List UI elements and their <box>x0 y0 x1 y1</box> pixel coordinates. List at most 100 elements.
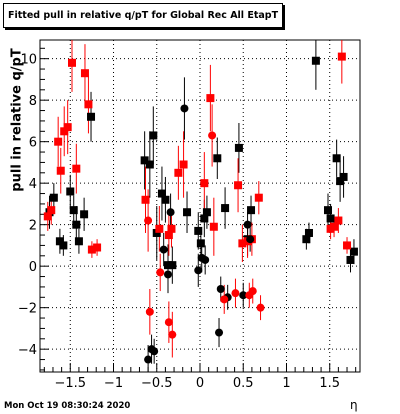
data-point <box>254 193 263 202</box>
data-point <box>87 245 96 254</box>
data-point <box>72 220 81 229</box>
x-axis-label: η <box>350 398 358 412</box>
x-tick-label: 1 <box>282 376 290 391</box>
data-point <box>84 100 93 109</box>
data-point <box>234 143 243 152</box>
data-point <box>194 266 203 275</box>
data-point <box>166 208 175 217</box>
data-point <box>80 69 89 78</box>
data-point <box>60 127 69 136</box>
data-point <box>196 239 205 248</box>
grid <box>40 40 360 372</box>
data-point <box>220 295 229 304</box>
data-point <box>144 355 153 364</box>
data-point <box>167 224 176 233</box>
y-axis-label: pull in relative q/pT <box>9 48 25 192</box>
data-point <box>155 224 164 233</box>
data-point <box>145 307 154 316</box>
data-point <box>164 318 173 327</box>
data-point <box>209 222 218 231</box>
y-tick-label: 6 <box>29 136 37 151</box>
y-tick-label: 8 <box>29 94 37 109</box>
data-point <box>324 206 332 215</box>
data-point <box>330 222 339 231</box>
data-point <box>208 131 217 140</box>
data-point <box>164 261 172 270</box>
x-tick-label: 0.5 <box>233 376 254 391</box>
data-point <box>66 187 75 196</box>
x-tick-label: −0.5 <box>141 376 173 391</box>
data-point <box>302 235 311 244</box>
data-point <box>334 216 343 225</box>
data-point <box>248 287 257 296</box>
data-point <box>231 289 240 298</box>
data-point <box>349 247 358 256</box>
data-point <box>247 206 256 215</box>
data-point <box>200 179 209 188</box>
data-point <box>74 237 83 246</box>
data-point <box>164 231 173 240</box>
y-tick-label: −4 <box>18 343 37 358</box>
data-point <box>156 268 165 277</box>
data-point <box>304 228 313 237</box>
data-point <box>168 330 177 339</box>
y-tick-label: 10 <box>20 53 37 68</box>
data-point <box>168 261 177 270</box>
data-point <box>150 347 159 356</box>
data-point <box>179 160 188 169</box>
data-point <box>55 237 64 246</box>
data-point <box>201 255 210 264</box>
data-point <box>339 172 348 181</box>
x-tick-label: −1 <box>104 376 123 391</box>
data-point <box>343 241 352 250</box>
data-point <box>80 210 89 219</box>
data-point <box>93 243 102 252</box>
data-point <box>215 328 224 337</box>
data-point <box>346 255 355 264</box>
axis-ticks <box>40 47 357 372</box>
data-point <box>164 270 172 279</box>
data-point <box>337 52 346 61</box>
data-point <box>213 154 222 163</box>
data-point <box>221 204 230 213</box>
data-points <box>43 40 358 372</box>
y-tick-label: 4 <box>29 177 37 192</box>
data-point <box>157 189 166 198</box>
data-point <box>49 193 58 202</box>
data-point <box>206 94 215 103</box>
data-point <box>54 137 63 146</box>
tick-labels: −1.5 −1 −0.5 0 0.5 1 1.5 −4 −2 0 2 4 6 8 10 <box>18 53 340 391</box>
x-tick-label: −1.5 <box>54 376 86 391</box>
data-point <box>63 123 72 132</box>
x-tick-label: 1.5 <box>319 376 340 391</box>
data-point <box>43 212 52 221</box>
y-tick-label: −2 <box>18 302 37 317</box>
y-tick-label: 0 <box>29 260 37 275</box>
timestamp: Mon Oct 19 08:30:24 2020 <box>4 401 131 411</box>
data-point <box>336 177 345 186</box>
data-point <box>332 154 341 163</box>
data-point <box>152 228 161 237</box>
data-point <box>140 156 149 165</box>
data-point <box>239 291 248 300</box>
data-point <box>216 285 225 293</box>
data-point <box>326 214 335 223</box>
data-point <box>87 112 96 121</box>
data-point <box>183 208 192 217</box>
data-point <box>145 160 154 169</box>
data-point <box>200 214 209 223</box>
data-point <box>234 181 243 190</box>
data-point <box>144 216 153 225</box>
data-point <box>256 303 265 312</box>
data-point <box>56 166 65 175</box>
data-point <box>311 56 320 65</box>
data-point <box>159 245 168 254</box>
data-point <box>141 195 150 204</box>
data-point <box>47 206 56 215</box>
data-point <box>59 241 68 250</box>
chart-title: Fitted pull in relative q/pT for Global … <box>3 3 284 28</box>
data-point <box>174 168 183 177</box>
data-point <box>243 220 252 229</box>
data-point <box>246 235 255 244</box>
